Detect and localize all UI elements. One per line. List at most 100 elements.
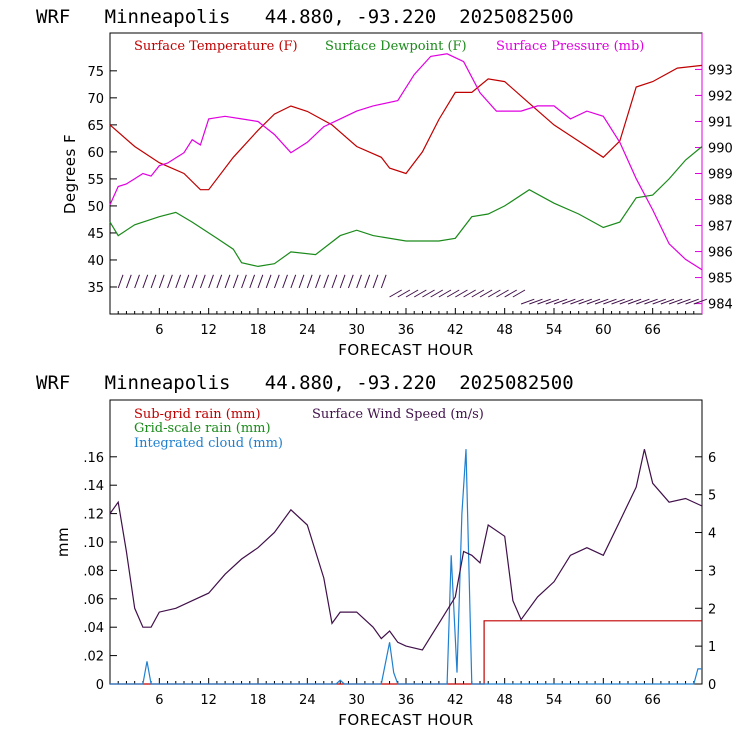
wind-barb xyxy=(685,298,699,305)
wind-barb xyxy=(134,274,140,289)
wind-barb xyxy=(199,274,206,289)
y-tick-label: 40 xyxy=(87,254,104,269)
wind-barb xyxy=(611,298,625,305)
y-tick-label: 50 xyxy=(87,200,104,215)
wind-barb xyxy=(520,298,535,305)
wind-barb xyxy=(167,274,173,289)
y2-tick-label: 5 xyxy=(708,489,716,504)
wind-barb xyxy=(339,274,346,289)
y2-tick-label: 3 xyxy=(708,564,716,579)
wind-barb xyxy=(446,289,460,298)
wind-barb xyxy=(282,274,288,289)
y-tick-label: 0 xyxy=(96,678,104,693)
x-tick-label: 24 xyxy=(299,323,316,338)
legend-surface-dewpoint: Surface Dewpoint (F) xyxy=(325,39,467,54)
wind-barb xyxy=(479,289,493,298)
series-surface-temperature-f xyxy=(109,64,703,191)
wind-barb xyxy=(660,298,675,305)
chart-top-y-ticks: 35 40 45 50 55 60 65 70 75 xyxy=(87,65,117,296)
wind-barb xyxy=(364,274,371,289)
wind-barb xyxy=(298,274,305,289)
wind-barb xyxy=(224,274,231,289)
wind-barb xyxy=(677,298,691,305)
wind-barb xyxy=(265,274,272,289)
x-tick-label: 48 xyxy=(496,693,513,708)
chart-top: WRF Minneapolis 44.880, -93.220 20250825… xyxy=(36,6,733,359)
wind-barb xyxy=(125,274,132,289)
x-tick-label: 36 xyxy=(398,693,415,708)
x-tick-label: 66 xyxy=(644,693,661,708)
chart-top-y2-ticks: 984 985 986 987 988 989 990 991 992 993 xyxy=(695,63,733,313)
wind-barb xyxy=(562,298,576,305)
wind-barb xyxy=(455,289,468,298)
x-tick-label: 54 xyxy=(546,323,563,338)
wind-barb xyxy=(273,274,280,289)
y2-tick-label: 986 xyxy=(708,246,733,261)
x-tick-label: 54 xyxy=(546,693,563,708)
wind-barb xyxy=(545,298,560,305)
chart-top-title: WRF Minneapolis 44.880, -93.220 20250825… xyxy=(36,6,574,28)
wind-barb xyxy=(331,274,338,289)
chart-bottom-title: WRF Minneapolis 44.880, -93.220 20250825… xyxy=(36,372,574,394)
x-tick-label: 12 xyxy=(200,693,217,708)
legend-integrated-cloud: Integrated cloud (mm) xyxy=(134,436,283,451)
x-tick-label: 6 xyxy=(155,693,163,708)
wind-barb xyxy=(290,274,297,289)
y2-tick-label: 987 xyxy=(708,220,733,235)
y-tick-label: .08 xyxy=(83,564,104,579)
y2-tick-label: 0 xyxy=(708,678,716,693)
wind-barb xyxy=(117,274,124,289)
x-tick-label: 42 xyxy=(447,693,464,708)
wind-barb xyxy=(208,274,214,289)
wind-barb xyxy=(438,289,452,298)
chart-bottom-series xyxy=(109,449,703,685)
wind-barb xyxy=(183,274,190,289)
wind-barb xyxy=(603,298,617,305)
wind-barb xyxy=(586,298,601,305)
y2-tick-label: 993 xyxy=(708,63,733,78)
wind-barb xyxy=(191,274,198,289)
y-tick-label: 75 xyxy=(87,65,104,80)
wind-barb xyxy=(652,298,666,305)
y2-tick-label: 985 xyxy=(708,272,733,287)
wind-barb xyxy=(380,274,387,289)
legend-surface-pressure: Surface Pressure (mb) xyxy=(496,39,644,54)
chart-bottom-y2-ticks: 0 1 2 3 4 5 6 xyxy=(695,451,716,693)
legend-surface-temperature: Surface Temperature (F) xyxy=(134,39,298,54)
wind-barb xyxy=(142,274,149,289)
wind-barb xyxy=(644,298,658,305)
wind-barb xyxy=(347,274,354,289)
wind-barb xyxy=(636,298,650,305)
y2-tick-label: 989 xyxy=(708,168,733,183)
legend-gridscale-rain: Grid-scale rain (mm) xyxy=(134,421,271,436)
chart-bottom-x-axis-label: FORECAST HOUR xyxy=(338,711,474,729)
y2-tick-label: 2 xyxy=(708,602,716,617)
x-tick-label: 48 xyxy=(496,323,513,338)
wind-barb xyxy=(175,274,182,289)
chart-top-wind-barbs xyxy=(117,274,708,305)
legend-surface-wind-speed: Surface Wind Speed (m/s) xyxy=(312,407,484,422)
y2-tick-label: 6 xyxy=(708,451,716,466)
wind-barb xyxy=(397,289,411,298)
wind-barb xyxy=(693,298,708,305)
chart-top-x-axis-label: FORECAST HOUR xyxy=(338,341,474,359)
wind-barb xyxy=(232,274,239,289)
wind-barb xyxy=(241,274,247,289)
wind-barb xyxy=(422,289,435,298)
wind-barb xyxy=(389,289,402,298)
series-surface-pressure-mb xyxy=(109,53,703,271)
wind-barb xyxy=(306,274,313,289)
wind-barb xyxy=(405,289,419,298)
x-tick-label: 36 xyxy=(398,323,415,338)
wind-barb xyxy=(372,274,379,289)
wind-barb xyxy=(529,298,543,305)
wind-barb xyxy=(496,289,509,298)
wind-barb xyxy=(504,289,518,298)
wind-barb xyxy=(216,274,223,289)
y-tick-label: .12 xyxy=(83,508,104,523)
chart-top-x-ticks: 6 12 18 24 30 36 42 48 54 60 66 xyxy=(117,308,695,338)
chart-bottom-y-ticks: 0 .02 .04 .06 .08 .10 .12 .14 .16 xyxy=(83,451,117,693)
chart-bottom-x-ticks: 6 12 18 24 30 36 42 48 54 60 66 xyxy=(117,678,695,708)
chart-bottom-y-axis-label: mm xyxy=(54,527,72,557)
